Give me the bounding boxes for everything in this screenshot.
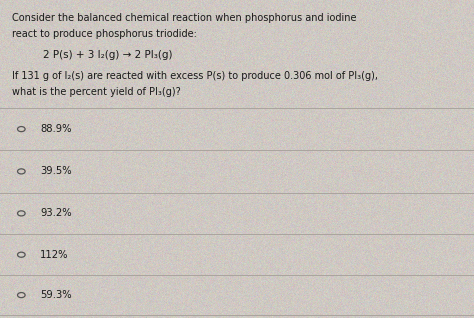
Text: 39.5%: 39.5% [40, 166, 72, 176]
Text: 93.2%: 93.2% [40, 208, 72, 218]
Text: Consider the balanced chemical reaction when phosphorus and iodine: Consider the balanced chemical reaction … [12, 13, 356, 23]
Text: 88.9%: 88.9% [40, 124, 72, 134]
Text: 2 P(s) + 3 I₂(g) → 2 PI₃(g): 2 P(s) + 3 I₂(g) → 2 PI₃(g) [43, 50, 172, 60]
Text: what is the percent yield of PI₃(g)?: what is the percent yield of PI₃(g)? [12, 87, 181, 97]
Text: react to produce phosphorus triodide:: react to produce phosphorus triodide: [12, 29, 197, 39]
Text: 112%: 112% [40, 250, 69, 260]
Text: 59.3%: 59.3% [40, 290, 72, 300]
Text: If 131 g of I₂(s) are reacted with excess P(s) to produce 0.306 mol of PI₃(g),: If 131 g of I₂(s) are reacted with exces… [12, 71, 378, 80]
